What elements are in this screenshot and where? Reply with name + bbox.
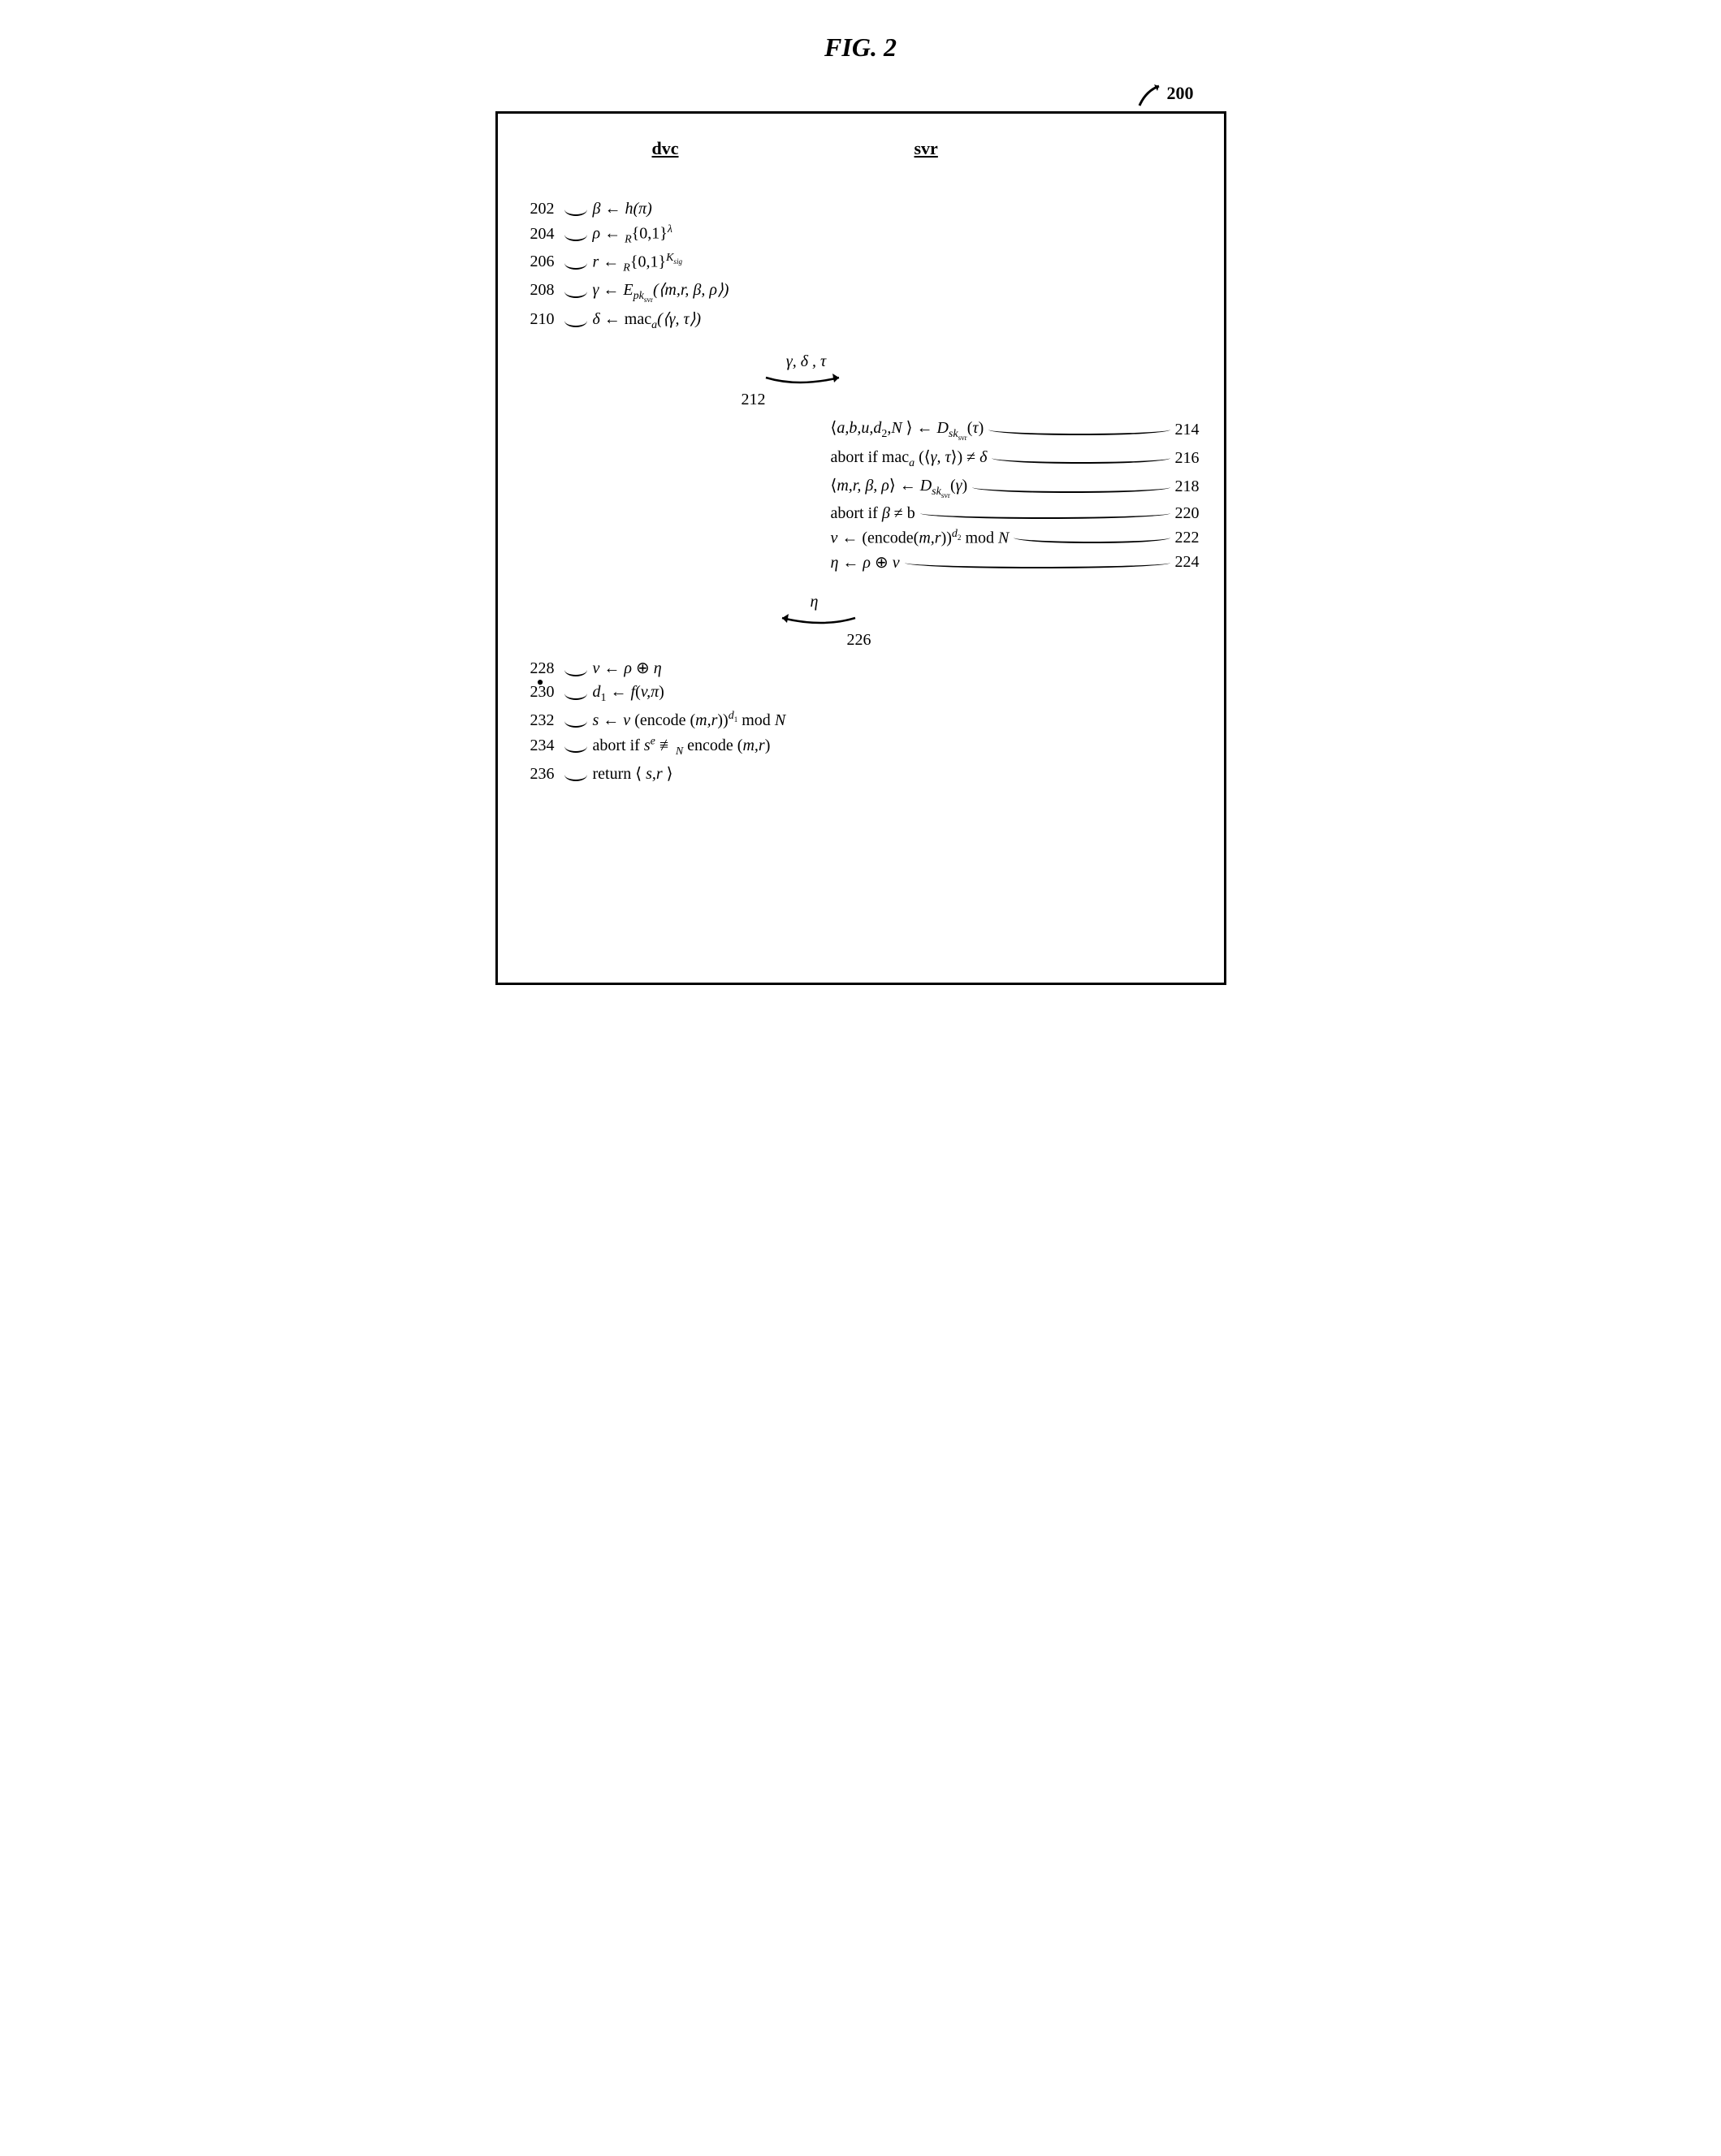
ref-228: 228 bbox=[530, 659, 563, 678]
ref-214: 214 bbox=[1175, 421, 1200, 439]
content-214: ⟨a,b,u,d2,N ⟩ ← Dsksvr(τ) bbox=[831, 417, 984, 442]
step-222: ν ← (encode(m,r))d2 mod N 222 bbox=[831, 528, 1200, 548]
step-210: 210 δ ← maca(⟨γ, τ⟩) bbox=[530, 309, 1200, 332]
step-206: 206 r ← R{0,1}Ksig bbox=[530, 252, 1200, 275]
ref-204: 204 bbox=[530, 225, 563, 244]
ref-216: 216 bbox=[1175, 449, 1200, 468]
header-dvc: dvc bbox=[652, 138, 679, 159]
content-218: ⟨m,r, β, ρ⟩ ← Dsksvr(γ) bbox=[831, 475, 968, 499]
ref-232: 232 bbox=[530, 711, 563, 730]
step-234: 234 abort if se ≢N encode (m,r) bbox=[530, 735, 1200, 758]
content-232: s ← ν (encode (m,r))d1 mod N bbox=[593, 711, 786, 729]
message-arrow-1: γ, δ , τ 212 bbox=[733, 352, 880, 409]
rargs-208: (⟨m,r, β, ρ⟩) bbox=[653, 281, 729, 299]
figure-container: FIG. 2 200 dvc svr 202 β ← h(π) 204 ρ ← … bbox=[495, 32, 1226, 985]
content-222: ν ← (encode(m,r))d2 mod N bbox=[831, 528, 1010, 548]
rfn-208: E bbox=[623, 281, 633, 299]
rfn-210: mac bbox=[625, 310, 651, 328]
lhs-210: δ bbox=[593, 310, 600, 328]
rmain-204: {0,1} bbox=[632, 225, 668, 243]
lhs-208: γ bbox=[593, 281, 599, 299]
rsub-206: R bbox=[623, 261, 630, 274]
figure-reference: 200 bbox=[1135, 81, 1194, 109]
rsub-204: R bbox=[625, 234, 632, 246]
step-230: •230 d1 ← f(v,π) bbox=[530, 683, 1200, 705]
step-220: abort if β ≠ b 220 bbox=[831, 504, 1200, 523]
ref-206: 206 bbox=[530, 253, 563, 271]
step-204: 204 ρ ← R{0,1}λ bbox=[530, 223, 1200, 247]
msg2-ref: 226 bbox=[750, 631, 871, 650]
step-236: 236 return ⟨ s,r ⟩ bbox=[530, 763, 1200, 784]
header-svr: svr bbox=[915, 138, 938, 159]
ref-208: 208 bbox=[530, 281, 563, 300]
rsup-204: λ bbox=[668, 223, 672, 235]
rfnsub1-208: pk bbox=[633, 290, 644, 302]
step-218: ⟨m,r, β, ρ⟩ ← Dsksvr(γ) 218 bbox=[831, 475, 1200, 499]
svr-steps-block: ⟨a,b,u,d2,N ⟩ ← Dsksvr(τ) 214 abort if mac… bbox=[831, 417, 1200, 572]
ref-218: 218 bbox=[1175, 477, 1200, 496]
column-headers: dvc svr bbox=[522, 138, 1200, 159]
lhs-206: r bbox=[593, 253, 599, 270]
ref-224: 224 bbox=[1175, 553, 1200, 572]
protocol-box: dvc svr 202 β ← h(π) 204 ρ ← R{0,1}λ 206… bbox=[495, 111, 1226, 985]
ref-210: 210 bbox=[530, 310, 563, 329]
msg1-label: γ, δ , τ bbox=[733, 352, 880, 371]
lhs-204: ρ bbox=[593, 225, 601, 243]
rfnsub2-208: svr bbox=[644, 296, 653, 304]
figure-title: FIG. 2 bbox=[495, 32, 1226, 63]
step-214: ⟨a,b,u,d2,N ⟩ ← Dsksvr(τ) 214 bbox=[831, 417, 1200, 442]
step-224: η ← ρ ⊕ ν 224 bbox=[831, 552, 1200, 572]
content-220: abort if β ≠ b bbox=[831, 504, 915, 523]
ref-230: 230 bbox=[530, 683, 563, 702]
ref-222: 222 bbox=[1175, 529, 1200, 547]
content-228: ν ← ρ ⊕ η bbox=[593, 659, 662, 677]
ref-234: 234 bbox=[530, 737, 563, 755]
content-230: d1 ← f(v,π) bbox=[593, 683, 664, 701]
step-216: abort if maca (⟨γ, τ⟩) ≠ δ 216 bbox=[831, 447, 1200, 470]
rmain-206: {0,1} bbox=[630, 253, 666, 270]
rsupk-206: K bbox=[666, 252, 673, 264]
dvc-steps-block-2: 228 ν ← ρ ⊕ η •230 d1 ← f(v,π) 232 s ← ν (… bbox=[530, 658, 1200, 783]
content-224: η ← ρ ⊕ ν bbox=[831, 552, 900, 572]
ref-236: 236 bbox=[530, 765, 563, 784]
msg1-ref: 212 bbox=[742, 391, 880, 409]
content-216: abort if maca (⟨γ, τ⟩) ≠ δ bbox=[831, 447, 988, 470]
message-arrow-2: η 226 bbox=[750, 593, 880, 650]
content-236: return ⟨ s,r ⟩ bbox=[593, 765, 673, 783]
figure-ref-number: 200 bbox=[1167, 83, 1194, 103]
step-208: 208 γ ← Epksvr(⟨m,r, β, ρ⟩) bbox=[530, 279, 1200, 304]
content-234: abort if se ≢N encode (m,r) bbox=[593, 737, 771, 754]
step-232: 232 s ← ν (encode (m,r))d1 mod N bbox=[530, 710, 1200, 730]
ref-220: 220 bbox=[1175, 504, 1200, 523]
lhs-202: β bbox=[593, 200, 601, 218]
rargs-210: (⟨γ, τ⟩) bbox=[657, 310, 701, 328]
step-228: 228 ν ← ρ ⊕ η bbox=[530, 658, 1200, 678]
msg2-label: η bbox=[750, 593, 880, 611]
step-202: 202 β ← h(π) bbox=[530, 200, 1200, 218]
rsupsub-206: sig bbox=[673, 257, 682, 265]
dvc-steps-block-1: 202 β ← h(π) 204 ρ ← R{0,1}λ 206 r ← R{0… bbox=[530, 200, 1200, 332]
rhs-202: h(π) bbox=[625, 200, 651, 218]
ref-202: 202 bbox=[530, 200, 563, 218]
